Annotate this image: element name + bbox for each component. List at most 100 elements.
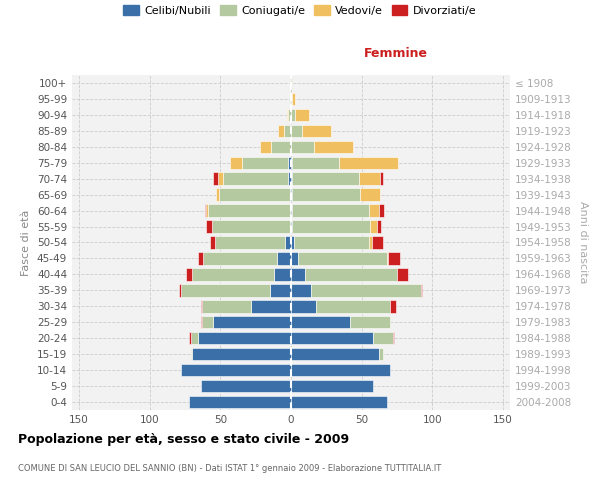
Bar — [359, 172, 380, 185]
Bar — [202, 316, 213, 328]
Bar — [291, 236, 294, 248]
Bar — [288, 156, 291, 169]
Bar — [202, 300, 251, 312]
Bar — [213, 316, 291, 328]
Bar — [212, 220, 290, 233]
Bar — [242, 156, 288, 169]
Bar — [181, 284, 270, 296]
Text: Popolazione per età, sesso e stato civile - 2009: Popolazione per età, sesso e stato civil… — [18, 432, 349, 446]
Bar — [208, 204, 290, 217]
Bar — [377, 220, 382, 233]
Bar — [292, 204, 369, 217]
Text: Femmine: Femmine — [364, 47, 428, 60]
Bar — [291, 108, 295, 121]
Bar — [200, 316, 202, 328]
Bar — [260, 140, 271, 153]
Bar — [292, 220, 370, 233]
Bar — [379, 348, 383, 360]
Bar — [314, 140, 353, 153]
Bar — [291, 284, 311, 296]
Bar — [191, 348, 192, 360]
Bar — [390, 300, 395, 312]
Bar — [216, 188, 219, 201]
Bar — [271, 140, 291, 153]
Bar — [360, 188, 380, 201]
Bar — [291, 92, 292, 105]
Bar — [311, 284, 421, 296]
Bar — [223, 172, 288, 185]
Bar — [291, 332, 373, 344]
Bar — [189, 396, 291, 408]
Bar — [274, 268, 291, 280]
Bar — [369, 236, 371, 248]
Bar — [205, 204, 206, 217]
Bar — [393, 332, 394, 344]
Bar — [181, 364, 291, 376]
Bar — [277, 252, 291, 264]
Bar — [291, 172, 292, 185]
Bar — [290, 92, 291, 105]
Bar — [291, 140, 314, 153]
Bar — [295, 108, 310, 121]
Bar — [290, 77, 291, 89]
Bar — [200, 300, 202, 312]
Bar — [288, 172, 291, 185]
Bar — [211, 236, 215, 248]
Bar — [294, 236, 369, 248]
Bar — [371, 236, 383, 248]
Bar — [369, 204, 379, 217]
Bar — [291, 348, 379, 360]
Bar — [380, 172, 383, 185]
Bar — [251, 300, 291, 312]
Bar — [339, 156, 398, 169]
Bar — [291, 300, 316, 312]
Bar — [291, 316, 350, 328]
Bar — [388, 252, 400, 264]
Text: COMUNE DI SAN LEUCIO DEL SANNIO (BN) - Dati ISTAT 1° gennaio 2009 - Elaborazione: COMUNE DI SAN LEUCIO DEL SANNIO (BN) - D… — [18, 464, 441, 473]
Bar — [179, 284, 181, 296]
Bar — [292, 172, 359, 185]
Bar — [421, 284, 422, 296]
Bar — [270, 284, 291, 296]
Bar — [192, 268, 274, 280]
Bar — [370, 220, 377, 233]
Bar — [373, 332, 393, 344]
Bar — [292, 188, 360, 201]
Bar — [219, 188, 290, 201]
Bar — [290, 204, 291, 217]
Bar — [305, 268, 397, 280]
Bar — [316, 300, 390, 312]
Bar — [278, 124, 284, 137]
Bar — [230, 156, 242, 169]
Bar — [291, 204, 292, 217]
Bar — [218, 172, 223, 185]
Bar — [291, 252, 298, 264]
Bar — [387, 252, 388, 264]
Bar — [379, 204, 384, 217]
Bar — [291, 156, 292, 169]
Bar — [397, 268, 408, 280]
Bar — [298, 252, 387, 264]
Bar — [290, 188, 291, 201]
Bar — [215, 236, 286, 248]
Bar — [292, 156, 339, 169]
Bar — [206, 204, 208, 217]
Bar — [292, 92, 295, 105]
Y-axis label: Fasce di età: Fasce di età — [22, 210, 31, 276]
Bar — [200, 380, 291, 392]
Bar — [291, 124, 302, 137]
Bar — [291, 396, 387, 408]
Bar — [284, 124, 291, 137]
Bar — [198, 332, 291, 344]
Bar — [187, 268, 192, 280]
Bar — [288, 108, 291, 121]
Bar — [203, 252, 277, 264]
Bar — [291, 380, 373, 392]
Bar — [198, 252, 203, 264]
Bar — [291, 77, 292, 89]
Y-axis label: Anni di nascita: Anni di nascita — [578, 201, 588, 284]
Bar — [189, 332, 191, 344]
Bar — [191, 332, 198, 344]
Bar — [213, 172, 218, 185]
Bar — [192, 348, 291, 360]
